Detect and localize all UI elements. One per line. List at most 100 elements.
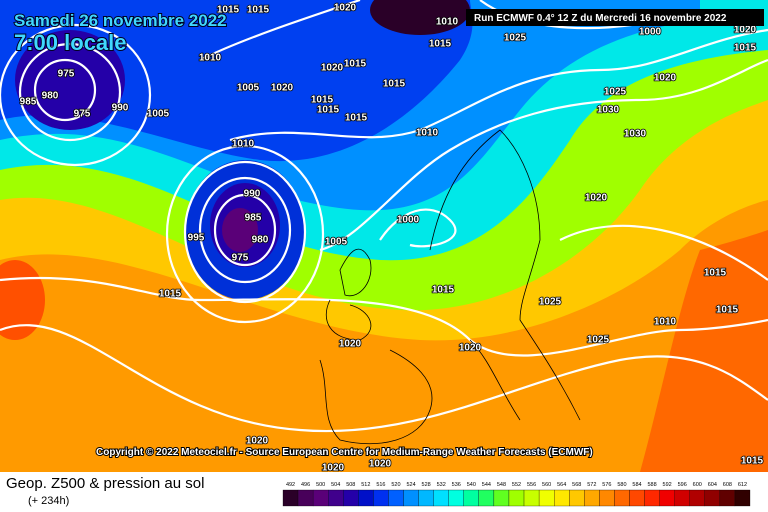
scale-label: 588: [647, 482, 656, 488]
isobar: [559, 224, 768, 281]
scale-swatch: [508, 489, 525, 507]
scale-label: 612: [738, 482, 747, 488]
isobar-label: 975: [232, 253, 249, 264]
isobar: [33, 58, 97, 122]
isobar-label: 1015: [317, 105, 340, 116]
scale-swatch: [599, 489, 615, 507]
scale-swatch: [674, 489, 690, 507]
footer-lead: (+ 234h): [28, 495, 69, 507]
isobar-label: 1020: [271, 83, 294, 94]
map-time: 7:00 locale: [14, 30, 127, 55]
isobar-label: 1020: [459, 343, 482, 354]
scale-label: 596: [678, 482, 687, 488]
isobar-label: 1020: [369, 459, 392, 470]
isobar-label: 1030: [597, 105, 620, 116]
coast: [339, 248, 372, 297]
footer-title: Geop. Z500 & pression au sol: [6, 475, 204, 492]
scale-swatch: [629, 489, 645, 507]
isobar-label: 1025: [504, 33, 527, 44]
scale-label: 496: [301, 482, 310, 488]
scale-swatch: [343, 489, 359, 507]
scale-label: 556: [527, 482, 536, 488]
scale-swatch: [719, 489, 736, 507]
isobar-label: 1010: [232, 139, 255, 150]
scale-label: 520: [391, 482, 400, 488]
isobar-label: 1015: [344, 59, 367, 70]
isobar: [0, 23, 152, 167]
map-date: Samedi 26 novembre 2022: [14, 11, 227, 30]
scale-label: 528: [422, 482, 431, 488]
scale-swatch: [388, 489, 404, 507]
low-atlantic-center: [222, 208, 258, 252]
isobar-label: 1030: [624, 129, 647, 140]
low-north: [370, 0, 470, 35]
scale-label: 492: [286, 482, 295, 488]
isobar-label: 1005: [237, 83, 260, 94]
scale-swatch: [478, 489, 495, 507]
scale-label: 560: [542, 482, 551, 488]
scale-label: 548: [497, 482, 506, 488]
scale-label: 504: [331, 482, 340, 488]
scale-swatch: [644, 489, 660, 507]
scale-swatch: [463, 489, 479, 507]
scale-label: 516: [376, 482, 385, 488]
scale-swatch: [433, 489, 449, 507]
scale-label: 568: [572, 482, 581, 488]
run-box: [466, 9, 764, 26]
isobar-label: 1010: [654, 317, 677, 328]
isobar-label: 1020: [734, 25, 757, 36]
isobar-label: 1015: [217, 5, 240, 16]
scale-label: 540: [467, 482, 476, 488]
isobar-label: 995: [188, 233, 205, 244]
isobar-label: 1015: [311, 95, 334, 106]
isobar-label: 1020: [654, 73, 677, 84]
scale-swatch: [569, 489, 585, 507]
scale-label: 552: [512, 482, 521, 488]
isobar-label: 980: [252, 235, 269, 246]
field-east: [640, 230, 768, 472]
scale-swatch: [282, 489, 299, 507]
scale-swatch: [584, 489, 600, 507]
scale-swatch: [704, 489, 721, 507]
scale-swatch: [493, 489, 510, 507]
run-info: Run ECMWF 0.4° 12 Z du Mercredi 16 novem…: [474, 13, 727, 24]
isobar: [198, 176, 292, 284]
isobar-label: 975: [58, 69, 75, 80]
isobar-label: 1020: [322, 463, 345, 472]
coast: [319, 349, 433, 445]
isobar: [18, 42, 122, 142]
color-scale: 492 496 500 504 508 512 516 520 524 528 532 536 540 5…: [282, 482, 751, 507]
isobar-label: 1015: [716, 305, 739, 316]
scale-label: 608: [723, 482, 732, 488]
isobar-label: 990: [112, 103, 129, 114]
isobar: [319, 58, 768, 252]
isobar-label: 985: [20, 97, 37, 108]
isobar: [0, 276, 768, 357]
scale-label: 564: [557, 482, 566, 488]
isobar-label: 990: [244, 189, 261, 200]
scale-label: 508: [346, 482, 355, 488]
scale-label: 600: [693, 482, 702, 488]
scale-swatch: [614, 489, 630, 507]
scale-label: 604: [708, 482, 717, 488]
scale-label: 580: [617, 482, 626, 488]
isobar: [0, 324, 768, 433]
coastlines: [319, 129, 581, 445]
isobar-label: 1015: [247, 5, 270, 16]
field-blue: [0, 0, 473, 162]
scale-label: 512: [361, 482, 370, 488]
isobar-label: 1015: [432, 285, 455, 296]
scale-swatch: [659, 489, 675, 507]
isobar-label: 1015: [429, 39, 452, 50]
scale-label: 584: [632, 482, 641, 488]
isobar-label: 1010: [436, 17, 459, 28]
scale-swatch: [403, 489, 419, 507]
scale-label: 500: [316, 482, 325, 488]
isobar: [229, 28, 768, 142]
scale-label: 592: [663, 482, 672, 488]
coast: [469, 339, 521, 421]
isobar-label: 1015: [704, 268, 727, 279]
